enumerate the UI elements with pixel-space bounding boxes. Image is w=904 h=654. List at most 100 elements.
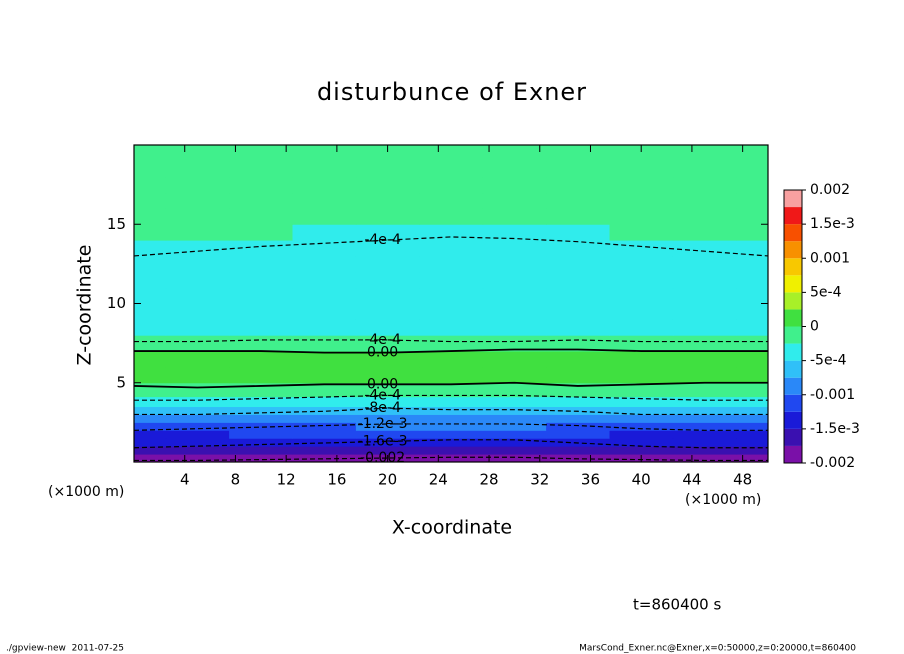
field-cell (609, 422, 674, 431)
field-cell (292, 160, 357, 178)
field-cell (165, 145, 230, 162)
field-cell (672, 160, 737, 178)
field-cell (355, 438, 420, 447)
field-cell (736, 287, 769, 304)
field-cell (609, 335, 674, 352)
field-cell (292, 454, 357, 463)
field-cell (736, 396, 769, 408)
colorbar-swatch (784, 326, 802, 344)
field-cell (609, 271, 674, 289)
field-cell (134, 160, 167, 178)
field-cell (482, 430, 547, 439)
footer-left: ./gpview-new 2011-07-25 (6, 644, 124, 654)
field-cell (355, 192, 420, 209)
field-cell (292, 303, 357, 320)
field-cell (609, 255, 674, 273)
colorbar-swatch (784, 292, 802, 310)
field-cell (482, 366, 547, 384)
field-cell (419, 192, 484, 209)
field-cell (229, 454, 293, 463)
field-cell (419, 319, 484, 336)
field-cell (736, 319, 769, 336)
field-cell (134, 176, 167, 194)
field-cell (134, 366, 167, 384)
overlay: -4e-4-4e-40.000.00-4e-4-8e-4-1.2e-3-1.6e… (133, 232, 769, 466)
field-cell (546, 271, 610, 289)
field-cell (292, 422, 357, 431)
contour-label: -4e-4 (364, 232, 401, 248)
field-cell (609, 192, 674, 209)
field-cell (229, 303, 293, 320)
field-cell (355, 319, 420, 336)
field-cell (482, 192, 547, 209)
field-cell (736, 351, 769, 368)
field-cell (292, 192, 357, 209)
y-tick-label: 5 (116, 373, 126, 391)
field-cell (482, 240, 547, 257)
field-cell (609, 160, 674, 178)
field-cell (672, 454, 737, 463)
field-cell (482, 446, 547, 455)
field-cell (482, 224, 547, 241)
colorbar-swatch (784, 190, 802, 208)
field-cell (355, 382, 420, 398)
field-cell (165, 303, 230, 320)
field-cell (419, 335, 484, 352)
field-cell (134, 422, 167, 431)
field-cell (736, 271, 769, 289)
colorbar-swatch (784, 428, 802, 446)
field-cell (165, 208, 230, 225)
field-cell (482, 319, 547, 336)
field-cell (736, 145, 769, 162)
field-cell (609, 303, 674, 320)
field-cell (419, 414, 484, 423)
contour-line (134, 407, 768, 416)
field-cell (546, 208, 610, 225)
field-cell (292, 287, 357, 304)
field-cell (292, 351, 357, 368)
colorbar-tick-label: -1.5e-3 (810, 421, 860, 437)
colorbar-tick-label: 0 (810, 319, 819, 335)
field (134, 145, 769, 463)
field-cell (355, 351, 420, 368)
field-cell (419, 430, 484, 439)
field-cell (292, 430, 357, 439)
field-cell (165, 176, 230, 194)
field-cell (736, 335, 769, 352)
field-cell (609, 396, 674, 408)
field-cell (609, 406, 674, 415)
field-cell (546, 396, 610, 408)
x-tick-label: 36 (581, 471, 600, 489)
field-cell (736, 438, 769, 447)
field-cell (134, 224, 167, 241)
field-cell (546, 351, 610, 368)
contour-label: -8e-4 (364, 400, 401, 416)
x-tick-label: 8 (231, 471, 241, 489)
x-tick-label: 16 (327, 471, 346, 489)
field-cell (672, 192, 737, 209)
field-cell (355, 396, 420, 408)
field-cell (482, 271, 547, 289)
y-tick-label: 10 (107, 294, 126, 312)
field-cell (229, 176, 293, 194)
field-cell (165, 366, 230, 384)
field-cell (355, 414, 420, 423)
field-cell (229, 438, 293, 447)
contour-label: 0.00 (367, 376, 398, 392)
colorbar-tick-label: 0.002 (810, 182, 850, 198)
field-cell (546, 414, 610, 423)
x-tick-label: 4 (180, 471, 190, 489)
colorbar-tick-label: 5e-4 (810, 284, 842, 300)
field-cell (165, 351, 230, 368)
field-cell (292, 271, 357, 289)
field-cell (165, 192, 230, 209)
field-cell (736, 366, 769, 384)
field-cell (546, 145, 610, 162)
field-cell (165, 430, 230, 439)
field-cell (672, 396, 737, 408)
field-cell (546, 335, 610, 352)
field-cell (482, 287, 547, 304)
colorbar-swatch (784, 275, 802, 293)
field-cell (292, 208, 357, 225)
field-cell (165, 446, 230, 455)
